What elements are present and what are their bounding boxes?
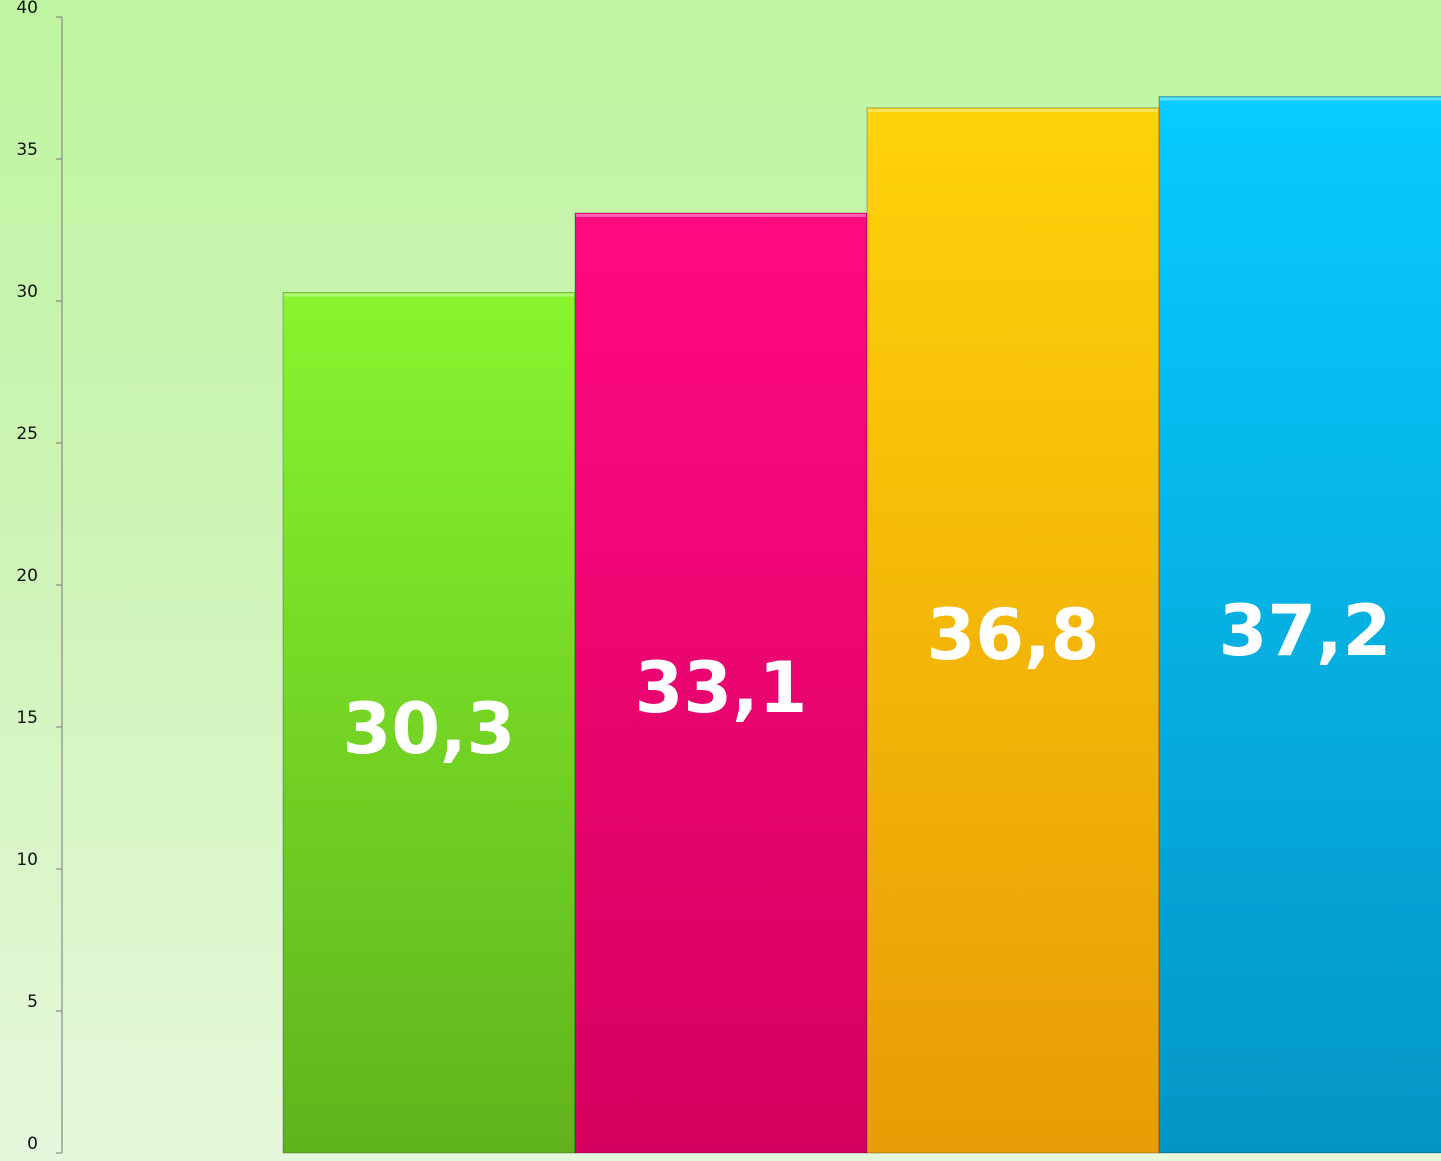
value-label-4: 37,2 [1219, 590, 1392, 672]
bar-highlight [868, 108, 1158, 112]
bar-highlight [576, 213, 866, 217]
y-tick-label: 0 [27, 1134, 38, 1154]
bar-highlight [1160, 97, 1441, 101]
y-tick-label: 25 [16, 424, 38, 444]
bar-4 [1158, 96, 1441, 1154]
bar-highlight [284, 293, 574, 297]
value-label-1: 30,3 [343, 688, 516, 770]
y-tick-label: 30 [16, 282, 38, 302]
value-labels: 30,3 33,1 36,8 37,2 [343, 590, 1392, 770]
y-tick-label: 35 [16, 140, 38, 160]
y-tick-label: 20 [16, 566, 38, 586]
bars [282, 96, 1441, 1154]
y-tick-label: 15 [16, 708, 38, 728]
y-axis: 0 5 10 15 20 25 30 35 40 [16, 0, 63, 1154]
y-tick-label: 10 [16, 850, 38, 870]
bar-2 [574, 212, 868, 1154]
value-label-3: 36,8 [927, 594, 1100, 676]
value-label-2: 33,1 [635, 647, 808, 729]
y-tick-label: 40 [16, 0, 38, 18]
bar-1 [282, 291, 576, 1154]
y-tick-label: 5 [27, 992, 38, 1012]
